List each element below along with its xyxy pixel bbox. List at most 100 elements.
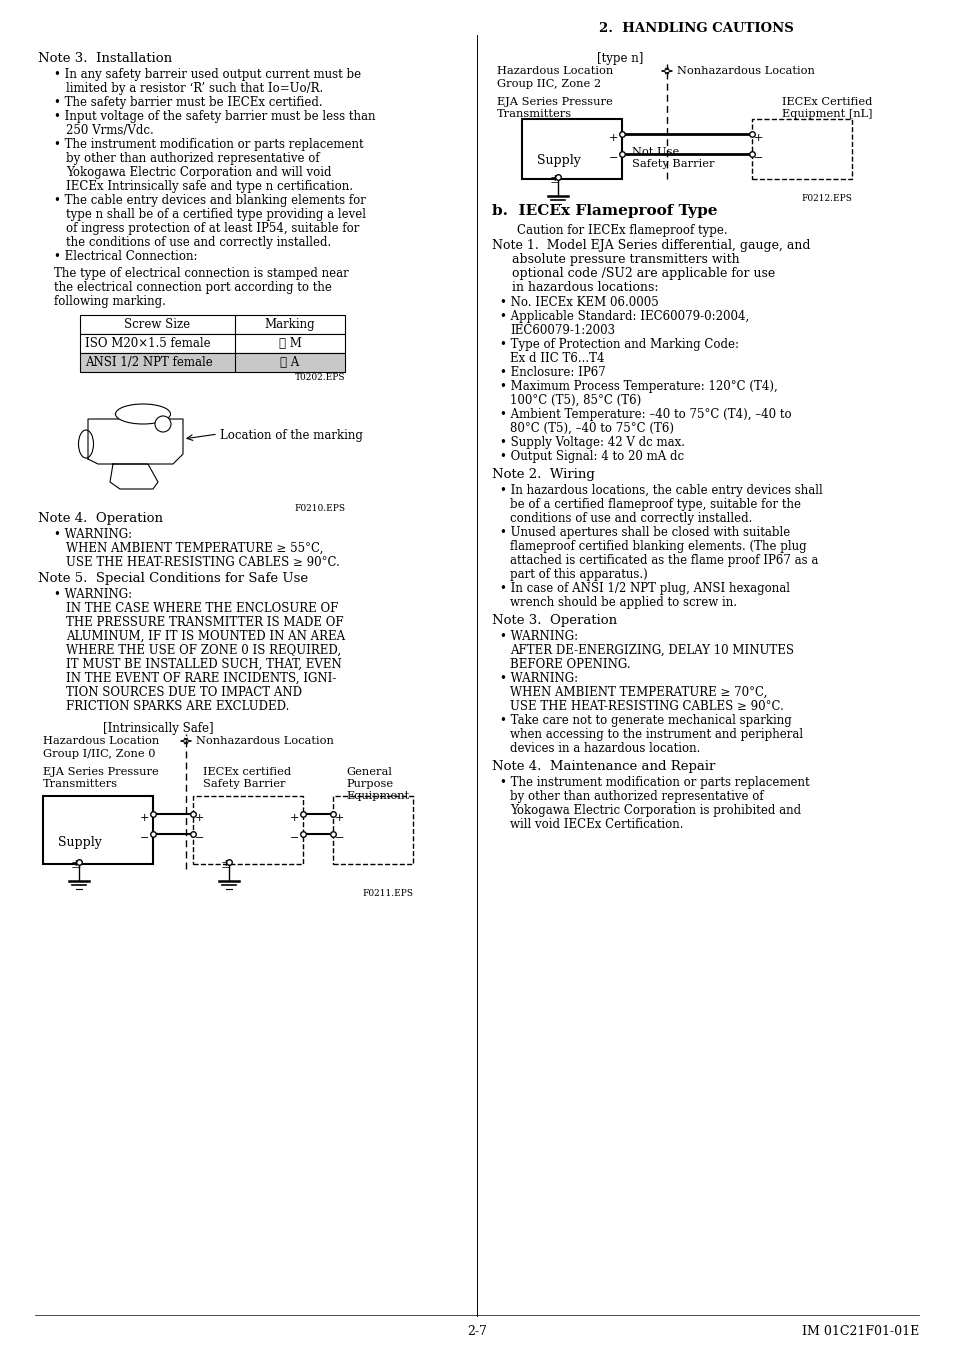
Text: ANSI 1/2 NPT female: ANSI 1/2 NPT female [85, 357, 213, 369]
Ellipse shape [154, 416, 171, 432]
Text: • Unused apertures shall be closed with suitable: • Unused apertures shall be closed with … [499, 526, 789, 539]
Text: attached is certificated as the flame proof IP67 as a: attached is certificated as the flame pr… [510, 554, 818, 567]
Text: Ex d IIC T6...T4: Ex d IIC T6...T4 [510, 353, 604, 365]
Text: Nonhazardous Location: Nonhazardous Location [677, 66, 814, 76]
Text: Note 5.  Special Conditions for Safe Use: Note 5. Special Conditions for Safe Use [38, 571, 308, 585]
Text: Yokogawa Electric Corporation is prohibited and: Yokogawa Electric Corporation is prohibi… [510, 804, 801, 817]
Text: by other than authorized representative of: by other than authorized representative … [510, 790, 762, 802]
Text: IT MUST BE INSTALLED SUCH, THAT, EVEN: IT MUST BE INSTALLED SUCH, THAT, EVEN [66, 658, 341, 671]
Text: EJA Series Pressure: EJA Series Pressure [497, 97, 612, 107]
Text: Safety Barrier: Safety Barrier [203, 780, 285, 789]
Text: when accessing to the instrument and peripheral: when accessing to the instrument and per… [510, 728, 802, 740]
Text: −: − [290, 834, 299, 843]
Text: • The instrument modification or parts replacement: • The instrument modification or parts r… [499, 775, 809, 789]
Text: ±: ± [550, 173, 560, 186]
Polygon shape [110, 463, 158, 489]
Text: ±: ± [221, 858, 232, 871]
Text: the electrical connection port according to the: the electrical connection port according… [54, 281, 332, 295]
Text: FRICTION SPARKS ARE EXCLUDED.: FRICTION SPARKS ARE EXCLUDED. [66, 700, 289, 713]
Text: +: + [140, 813, 150, 823]
Text: flameproof certified blanking elements. (The plug: flameproof certified blanking elements. … [510, 540, 806, 553]
Text: in hazardous locations:: in hazardous locations: [512, 281, 658, 295]
Text: devices in a hazardous location.: devices in a hazardous location. [510, 742, 700, 755]
Text: Nonhazardous Location: Nonhazardous Location [195, 736, 334, 746]
Text: F0210.EPS: F0210.EPS [294, 504, 345, 513]
Text: Marking: Marking [264, 317, 315, 331]
Text: 100°C (T5), 85°C (T6): 100°C (T5), 85°C (T6) [510, 394, 640, 407]
Polygon shape [88, 419, 183, 463]
Text: Hazardous Location: Hazardous Location [497, 66, 613, 76]
Text: −: − [608, 153, 618, 163]
Text: • The instrument modification or parts replacement: • The instrument modification or parts r… [54, 138, 363, 151]
Text: • WARNING:: • WARNING: [54, 528, 132, 540]
Text: IN THE EVENT OF RARE INCIDENTS, IGNI-: IN THE EVENT OF RARE INCIDENTS, IGNI- [66, 671, 336, 685]
Text: WHEN AMBIENT TEMPERATURE ≥ 70°C,: WHEN AMBIENT TEMPERATURE ≥ 70°C, [510, 686, 766, 698]
Bar [751, 119, 851, 178]
Bar [80, 315, 345, 334]
Text: +: + [194, 813, 204, 823]
Text: • Maximum Process Temperature: 120°C (T4),: • Maximum Process Temperature: 120°C (T4… [499, 380, 777, 393]
Text: Note 4.  Operation: Note 4. Operation [38, 512, 163, 526]
Text: Screw Size: Screw Size [124, 317, 191, 331]
Text: ±: ± [71, 858, 82, 871]
Text: [type n]: [type n] [597, 51, 642, 65]
Text: 2-7: 2-7 [467, 1325, 486, 1337]
Text: the conditions of use and correctly installed.: the conditions of use and correctly inst… [66, 236, 331, 249]
Ellipse shape [115, 404, 171, 424]
Text: +: + [290, 813, 299, 823]
Text: Hazardous Location: Hazardous Location [43, 736, 159, 746]
Text: Not Use: Not Use [631, 147, 679, 157]
Text: WHEN AMBIENT TEMPERATURE ≥ 55°C,: WHEN AMBIENT TEMPERATURE ≥ 55°C, [66, 542, 323, 555]
Text: absolute pressure transmitters with: absolute pressure transmitters with [512, 253, 739, 266]
Text: Yokogawa Electric Corporation and will void: Yokogawa Electric Corporation and will v… [66, 166, 331, 178]
Text: • Type of Protection and Marking Code:: • Type of Protection and Marking Code: [499, 338, 739, 351]
Text: Purpose: Purpose [346, 780, 393, 789]
Text: • In hazardous locations, the cable entry devices shall: • In hazardous locations, the cable entr… [499, 484, 821, 497]
Text: limited by a resistor ‘R’ such that Io=Uo/R.: limited by a resistor ‘R’ such that Io=U… [66, 82, 323, 95]
Text: IECEx certified: IECEx certified [203, 767, 291, 777]
Text: • Enclosure: IP67: • Enclosure: IP67 [499, 366, 605, 380]
Text: F0211.EPS: F0211.EPS [361, 889, 413, 898]
Text: Supply: Supply [58, 836, 102, 848]
Text: −: − [194, 834, 204, 843]
Text: type n shall be of a certified type providing a level: type n shall be of a certified type prov… [66, 208, 366, 222]
Text: General: General [346, 767, 392, 777]
Text: AFTER DE-ENERGIZING, DELAY 10 MINUTES: AFTER DE-ENERGIZING, DELAY 10 MINUTES [510, 644, 793, 657]
Ellipse shape [78, 430, 93, 458]
Text: • Electrical Connection:: • Electrical Connection: [54, 250, 197, 263]
Text: IEC60079-1:2003: IEC60079-1:2003 [510, 324, 615, 336]
Text: b.  IECEx Flameproof Type: b. IECEx Flameproof Type [492, 204, 717, 218]
Text: Safety Barrier: Safety Barrier [631, 159, 714, 169]
Text: • Input voltage of the safety barrier must be less than: • Input voltage of the safety barrier mu… [54, 109, 375, 123]
Text: Note 3.  Operation: Note 3. Operation [492, 613, 617, 627]
Text: Equipment: Equipment [346, 790, 409, 801]
Text: Note 3.  Installation: Note 3. Installation [38, 51, 172, 65]
Text: Group I/IIC, Zone 0: Group I/IIC, Zone 0 [43, 748, 155, 759]
Text: Note 1.  Model EJA Series differential, gauge, and: Note 1. Model EJA Series differential, g… [492, 239, 810, 253]
Text: USE THE HEAT-RESISTING CABLES ≥ 90°C.: USE THE HEAT-RESISTING CABLES ≥ 90°C. [510, 700, 783, 713]
Text: conditions of use and correctly installed.: conditions of use and correctly installe… [510, 512, 752, 526]
Text: • WARNING:: • WARNING: [499, 671, 578, 685]
Text: Caution for IECEx flameproof type.: Caution for IECEx flameproof type. [517, 224, 727, 236]
Text: • WARNING:: • WARNING: [499, 630, 578, 643]
Text: BEFORE OPENING.: BEFORE OPENING. [510, 658, 630, 671]
Text: • In any safety barreir used output current must be: • In any safety barreir used output curr… [54, 68, 361, 81]
Text: IM 01C21F01-01E: IM 01C21F01-01E [801, 1325, 918, 1337]
Text: Group IIC, Zone 2: Group IIC, Zone 2 [497, 78, 600, 89]
Text: Supply: Supply [537, 154, 580, 168]
Text: [Intrinsically Safe]: [Intrinsically Safe] [103, 721, 213, 735]
Text: ⚠ A: ⚠ A [280, 357, 299, 369]
Text: will void IECEx Certification.: will void IECEx Certification. [510, 817, 682, 831]
Text: TION SOURCES DUE TO IMPACT AND: TION SOURCES DUE TO IMPACT AND [66, 686, 302, 698]
Text: • The safety barrier must be IECEx certified.: • The safety barrier must be IECEx certi… [54, 96, 322, 109]
Text: optional code /SU2 are applicable for use: optional code /SU2 are applicable for us… [512, 267, 775, 280]
Text: +: + [608, 132, 618, 143]
Text: • The cable entry devices and blanking elements for: • The cable entry devices and blanking e… [54, 195, 366, 207]
Text: of ingress protection of at least IP54, suitable for: of ingress protection of at least IP54, … [66, 222, 359, 235]
Text: USE THE HEAT-RESISTING CABLES ≥ 90°C.: USE THE HEAT-RESISTING CABLES ≥ 90°C. [66, 557, 339, 569]
Text: part of this apparatus.): part of this apparatus.) [510, 567, 647, 581]
Text: IECEx Certified: IECEx Certified [781, 97, 871, 107]
Bar [80, 334, 345, 353]
Bar [43, 796, 152, 865]
Text: T0202.EPS: T0202.EPS [294, 373, 345, 382]
